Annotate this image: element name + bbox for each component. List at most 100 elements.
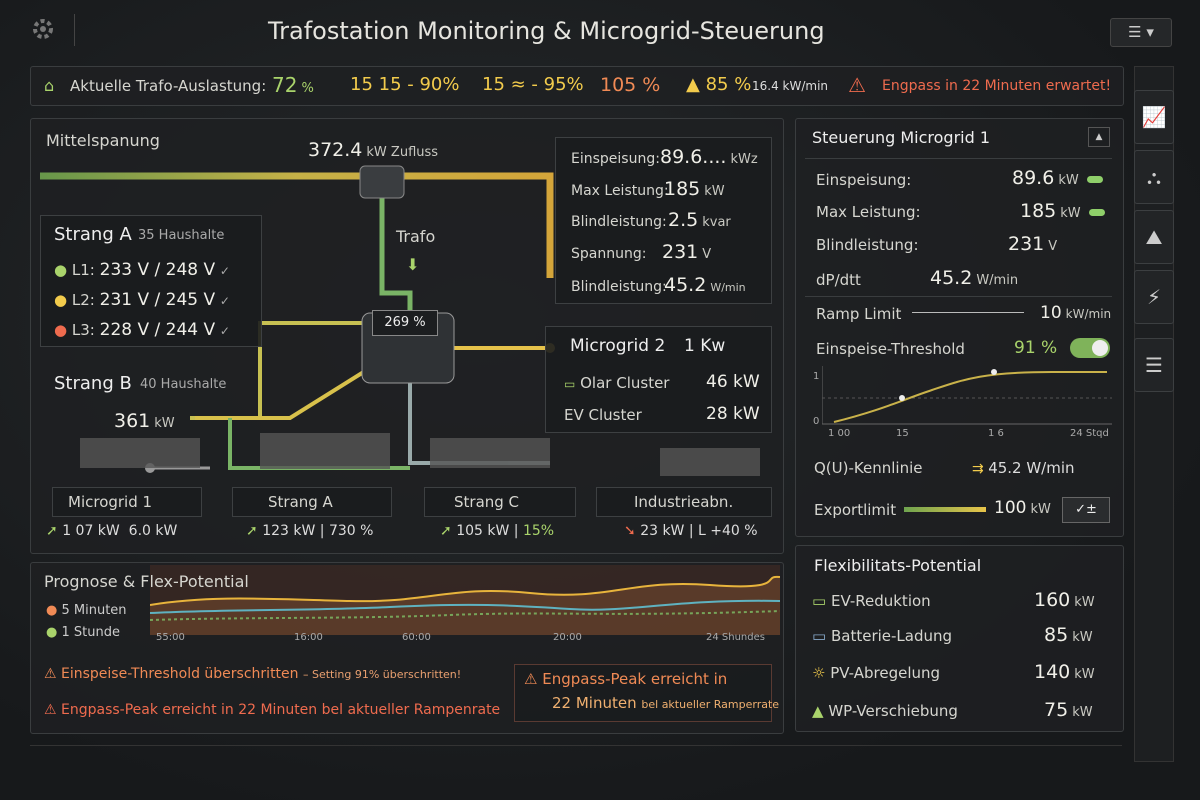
control-value: 185 kW [1020, 200, 1105, 222]
info-value: 45.2 W/min [664, 274, 746, 296]
legend-text: 5 Minuten [61, 603, 127, 618]
curve-y-label: 0 [813, 416, 820, 427]
menu-button[interactable]: ☰ ▾ [1110, 18, 1172, 47]
forecast-title: Prognose & Flex-Potential [44, 572, 249, 591]
curve-x-label: 1 00 [828, 428, 851, 439]
alert-detail: – Setting 91% überschritten! [302, 668, 462, 681]
forecast-chart [150, 565, 780, 635]
node-power: 123 kW [262, 523, 316, 539]
inflow-value: 372.4 [308, 139, 363, 161]
cluster-value: 28 kW [706, 404, 760, 424]
info-unit: kWz [730, 152, 758, 167]
divider [805, 158, 1112, 159]
info-unit: W/min [710, 281, 746, 294]
load-unit: % [301, 81, 314, 96]
info-label: Max Leistung: [571, 183, 669, 199]
status-item: 15 ≈ - 95% [482, 74, 584, 95]
nav-chart[interactable]: 📈 [1134, 90, 1174, 144]
node-box [424, 487, 576, 517]
flex-label: ▭ EV-Reduktion [812, 592, 931, 610]
node-stats: ➘ 23 kW | L +40 % [624, 523, 758, 539]
trafo-label: Trafo [396, 227, 436, 246]
flex-number: 160 [1034, 589, 1071, 611]
phase-value: 231 V / 245 V [99, 290, 216, 310]
info-label: Spannung: [571, 246, 647, 262]
callout-text: 22 Minuten [552, 694, 637, 712]
microgrid2-value: 1 Kw [684, 336, 726, 356]
info-label: Blindleistung: [571, 279, 667, 295]
cluster-label: ▭ Olar Cluster [564, 374, 670, 392]
flex-title: Flexibilitats-Potential [814, 556, 982, 575]
status-label: Aktuelle Trafo-Auslastung: [70, 77, 267, 95]
node-box [596, 487, 772, 517]
export-unit: kW [1030, 502, 1051, 517]
inflow: 372.4 kW Zufluss [308, 139, 438, 161]
info-unit: kvar [702, 215, 731, 230]
node-extra: 6.0 kW [128, 523, 178, 539]
control-unit: V [1048, 239, 1058, 254]
threshold-value: 91 % [1014, 338, 1058, 358]
strang-b-power: 361 kW [114, 410, 175, 432]
control-panel [795, 118, 1124, 537]
info-value: 2.5 kvar [668, 209, 731, 231]
ramp-label: Ramp Limit [816, 305, 902, 323]
flex-number: 85 [1044, 624, 1069, 646]
phase-name: L1: [71, 261, 95, 279]
nav-network[interactable]: ⛬ [1134, 150, 1174, 204]
load-number: 72 [272, 73, 298, 97]
flex-label: ▲ WP-Verschiebung [812, 702, 958, 720]
ramp-number: 10 [1040, 303, 1062, 323]
strang-b-value: 361 [114, 410, 151, 432]
peak-callout [514, 664, 772, 722]
control-title: Steuerung Microgrid 1 [812, 128, 991, 147]
node-label: Microgrid 1 [68, 493, 153, 511]
threshold-label: Einspeise-Threshold [816, 340, 965, 358]
ramp-unit: kW/min [1065, 307, 1112, 321]
cluster-value: 46 kW [706, 372, 760, 392]
strang-b-unit: kW [154, 416, 175, 431]
node-extra: 15% [522, 523, 555, 539]
callout-detail: bel aktueller Ramperrate [641, 698, 780, 711]
callout-text: Engpass-Peak erreicht in [542, 670, 728, 688]
phase-name: L3: [71, 321, 95, 339]
legend-item: ● 5 Minuten [46, 603, 127, 618]
control-label: Max Leistung: [816, 203, 921, 221]
cluster-name: Olar Cluster [580, 374, 670, 392]
phase-value: 233 V / 248 V [99, 260, 216, 280]
nav-power[interactable]: ⚡ [1134, 270, 1174, 324]
node-box [232, 487, 392, 517]
flex-label: ☼ PV-Abregelung [812, 664, 941, 682]
x-label: 16:00 [294, 632, 323, 643]
control-label: dP/dtt [816, 271, 861, 289]
control-label: Einspeisung: [816, 171, 912, 189]
info-number: 231 [662, 241, 699, 263]
collapse-button[interactable]: ▲ [1088, 127, 1110, 147]
strang-subtitle: 35 Haushalte [138, 228, 225, 243]
threshold-curve [822, 366, 1112, 425]
flex-text: Batterie-Ladung [830, 627, 953, 645]
info-unit: kW [704, 184, 725, 199]
export-button[interactable]: ✓± [1062, 497, 1110, 523]
nav-settings[interactable]: ☰ [1134, 338, 1174, 392]
control-unit: kW [1058, 173, 1079, 188]
alert-text: Einspeise-Threshold überschritten [61, 666, 299, 682]
node-extra: 730 % [328, 523, 374, 539]
flex-value: 140 kW [1034, 661, 1095, 683]
qu-text: 45.2 W/min [988, 459, 1075, 477]
nav-map[interactable]: ⛰ [1134, 210, 1174, 264]
footer-line [30, 745, 1122, 746]
info-number: 185 [664, 178, 701, 200]
flex-number: 75 [1044, 699, 1069, 721]
x-label: 55:00 [156, 632, 185, 643]
curve-x-label: 15 [896, 428, 909, 439]
threshold-toggle[interactable] [1070, 338, 1110, 358]
flex-text: WP-Verschiebung [828, 702, 958, 720]
flex-unit: kW [1072, 630, 1093, 645]
flex-value: 85 kW [1044, 624, 1093, 646]
control-number: 231 [1008, 233, 1045, 255]
section-title: Mittelspanung [46, 131, 160, 150]
cluster-label: EV Cluster [564, 406, 642, 424]
node-label: Strang C [454, 493, 520, 511]
export-bar [904, 507, 986, 512]
